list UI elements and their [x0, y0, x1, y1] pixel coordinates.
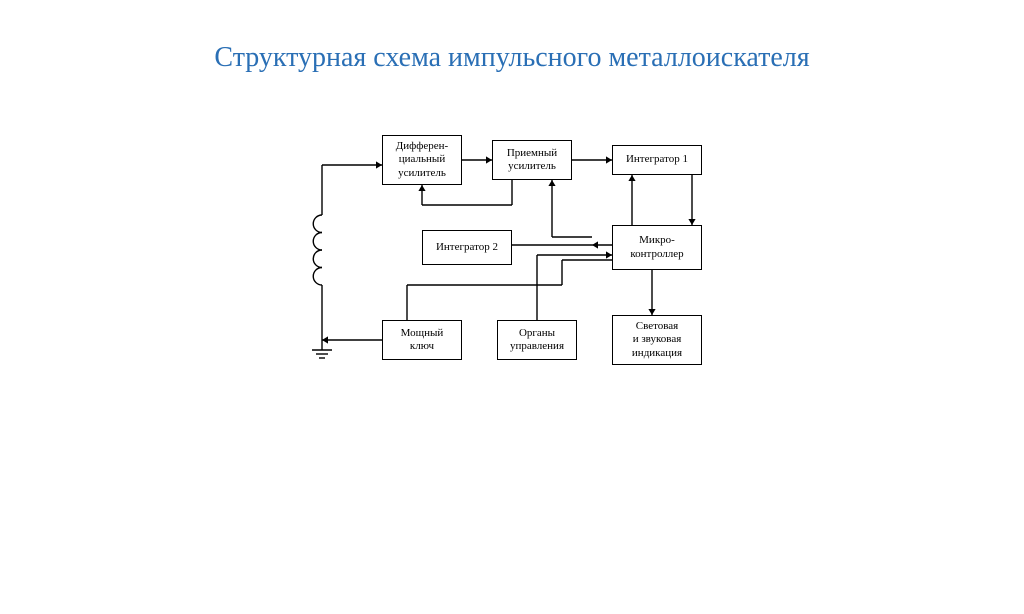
block-diagram: Дифферен-циальныйусилитель Приемныйусилит…: [252, 125, 772, 425]
block-integ1: Интегратор 1: [612, 145, 702, 175]
block-recv_amp: Приемныйусилитель: [492, 140, 572, 180]
block-mcu: Микро-контроллер: [612, 225, 702, 270]
block-indicator: Световаяи звуковаяиндикация: [612, 315, 702, 365]
block-integ2: Интегратор 2: [422, 230, 512, 265]
page-title: Структурная схема импульсного металлоиск…: [0, 40, 1024, 75]
block-controls: Органыуправления: [497, 320, 577, 360]
block-diff_amp: Дифферен-циальныйусилитель: [382, 135, 462, 185]
title-text: Структурная схема импульсного металлоиск…: [214, 42, 809, 73]
block-power_sw: Мощныйключ: [382, 320, 462, 360]
